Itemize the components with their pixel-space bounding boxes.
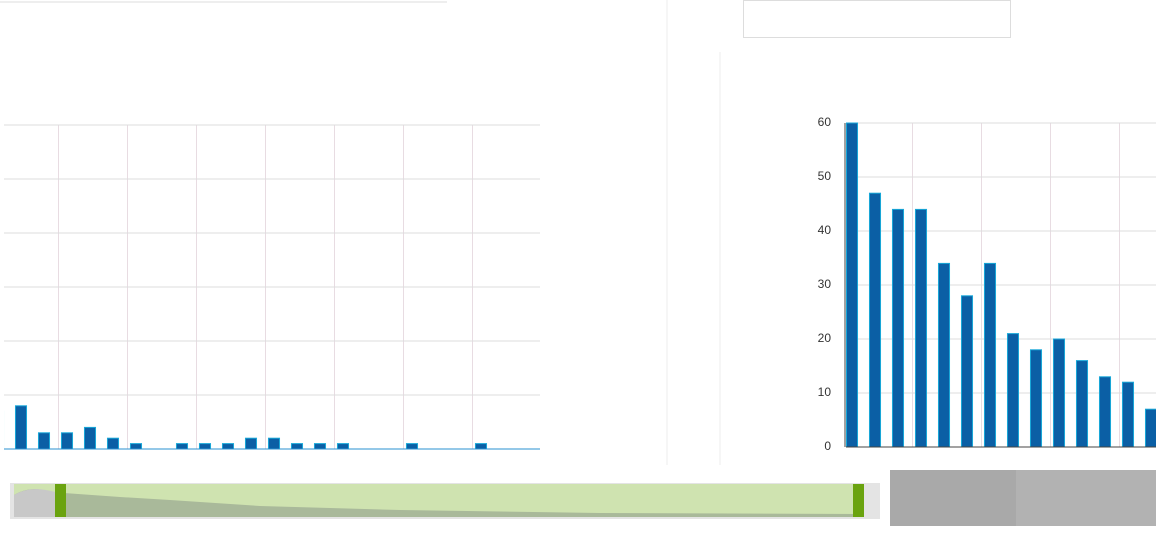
bar	[1144, 408, 1156, 448]
input-box[interactable]	[743, 0, 1011, 38]
zoom-slider[interactable]	[10, 470, 1156, 526]
bar	[267, 437, 281, 450]
bar	[1029, 349, 1043, 448]
bar	[4, 410, 5, 450]
y-tick-label: 0	[824, 439, 831, 453]
slider-overflow	[1016, 470, 1156, 526]
slider-preview	[14, 489, 862, 517]
bar	[83, 426, 97, 450]
bar	[129, 443, 143, 450]
bar	[914, 208, 928, 448]
y-tick-label: 50	[818, 169, 832, 183]
bar	[1121, 381, 1135, 448]
bar	[37, 432, 51, 450]
bar	[983, 262, 997, 448]
bar	[221, 443, 235, 450]
y-tick-label: 40	[818, 223, 832, 237]
y-tick-label: 30	[818, 277, 832, 291]
bar	[1098, 376, 1112, 448]
bar	[313, 443, 327, 450]
slider-handle[interactable]	[55, 484, 66, 517]
slider-preview	[14, 489, 55, 517]
slider-overflow	[890, 470, 1016, 526]
bar	[937, 262, 951, 448]
bar	[960, 295, 974, 448]
bar	[106, 437, 120, 450]
bar	[336, 443, 350, 450]
bar	[846, 122, 859, 448]
bar	[405, 443, 419, 450]
bar	[290, 443, 304, 450]
y-tick-label: 20	[818, 331, 832, 345]
bar	[14, 405, 28, 450]
y-tick-label: 60	[818, 115, 832, 129]
bar	[1075, 360, 1089, 448]
bar	[198, 443, 212, 450]
bar	[474, 443, 488, 450]
bar	[868, 192, 882, 448]
chart	[846, 122, 1156, 448]
slider-handle[interactable]	[853, 484, 864, 517]
bar	[1006, 333, 1020, 448]
bar	[244, 437, 258, 450]
y-tick-label: 10	[818, 385, 832, 399]
bar	[60, 432, 74, 450]
chart	[4, 124, 540, 450]
bar	[1052, 338, 1066, 448]
bar	[175, 443, 189, 450]
bar	[891, 208, 905, 448]
